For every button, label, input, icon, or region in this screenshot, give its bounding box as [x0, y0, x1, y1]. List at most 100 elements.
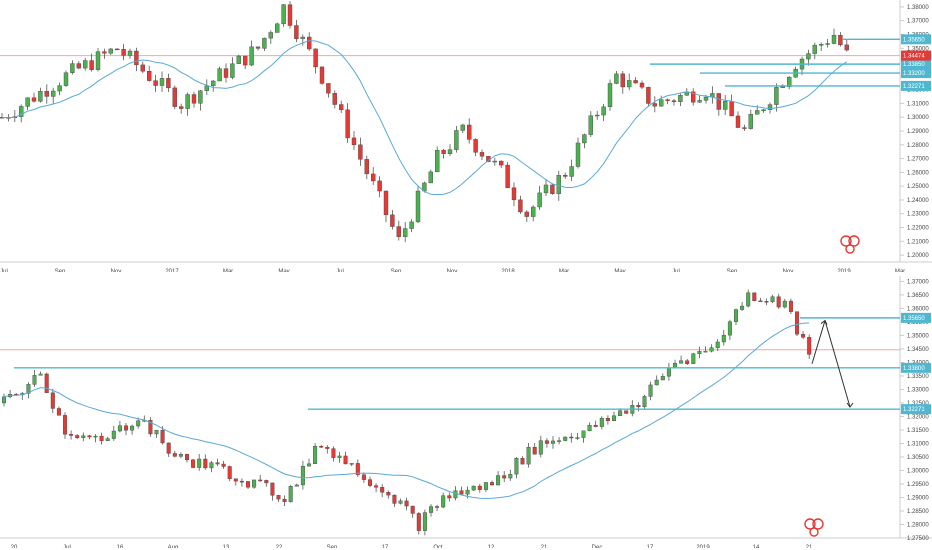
current-price-box [901, 50, 931, 61]
candle [734, 308, 739, 325]
candle-body [258, 479, 263, 482]
x-tick-label: Sep [727, 269, 738, 272]
candle [343, 451, 348, 465]
candle [300, 34, 305, 46]
candle-body [544, 440, 549, 444]
candle-body [93, 435, 98, 438]
candle [332, 90, 337, 109]
candle [300, 460, 305, 490]
candle-body [782, 300, 787, 308]
candle-body [38, 373, 43, 376]
candle [396, 220, 401, 241]
candle-body [502, 475, 507, 479]
candle-body [117, 425, 122, 432]
y-tick-label: 1.27000 [907, 157, 929, 163]
y-tick-label: 1.35000 [907, 46, 929, 52]
candle-body [483, 482, 488, 490]
candle [543, 178, 549, 196]
candle [795, 311, 800, 337]
candle [758, 297, 763, 303]
candle [447, 492, 452, 502]
candle-body [780, 86, 785, 88]
candle [166, 442, 171, 457]
candle [31, 92, 37, 103]
candle-body [99, 435, 104, 441]
candle [679, 355, 684, 364]
candle-body [300, 465, 305, 486]
candle [502, 471, 507, 483]
candle-body [307, 36, 312, 50]
candle [236, 54, 242, 65]
candle [178, 452, 183, 459]
level-label: 1.33850 [903, 62, 925, 68]
level-label-box [901, 312, 931, 323]
candle [221, 460, 226, 469]
candle-body [44, 91, 49, 97]
candle-body [801, 334, 806, 338]
x-tick-label: Nov [111, 269, 122, 272]
candle-body [307, 463, 312, 467]
candle-body [465, 489, 470, 495]
candle [337, 451, 342, 463]
x-tick-label: 2018 [501, 269, 515, 272]
candle [377, 176, 382, 198]
x-tick-label: Mar [895, 269, 905, 272]
candle [223, 63, 229, 83]
candle [508, 469, 513, 481]
candle [233, 478, 238, 486]
candle [460, 123, 465, 134]
x-tick-label: Dec [592, 545, 603, 548]
x-tick-label: Nov [783, 269, 794, 272]
candle-body [288, 486, 293, 502]
candle [479, 149, 485, 161]
candle-body [172, 453, 177, 457]
candle [569, 159, 574, 182]
candle [557, 437, 562, 445]
candle-body [499, 160, 504, 166]
candle-body [691, 91, 696, 103]
candle [770, 294, 775, 304]
candle [313, 48, 318, 74]
candle [716, 93, 721, 116]
candle [409, 219, 414, 233]
candle [355, 459, 360, 478]
candle-body [601, 106, 606, 116]
candle-body [678, 95, 683, 102]
candle-body [396, 226, 401, 237]
candle [230, 57, 235, 80]
candle [239, 478, 244, 487]
level-label: 1.32271 [903, 407, 925, 413]
projection-down-arrow [824, 320, 851, 408]
candle [358, 137, 363, 166]
candle [537, 185, 542, 210]
candle [227, 465, 232, 482]
candle [99, 432, 104, 445]
candle [467, 118, 472, 144]
candle-body [716, 93, 721, 110]
candle-body [197, 458, 202, 468]
candle-body [671, 100, 677, 102]
moving-average-line [1, 40, 848, 196]
candle-body [349, 463, 354, 465]
x-tick-label: Mar [223, 269, 233, 272]
candle [351, 131, 357, 150]
level-label: 1.35650 [903, 316, 925, 322]
candle-body [76, 63, 82, 69]
candle-body [276, 495, 281, 500]
level-label: 1.32271 [903, 84, 925, 90]
candle-body [575, 437, 580, 439]
candle [319, 66, 325, 85]
candle [748, 109, 753, 130]
candle [191, 91, 197, 108]
candle-body [746, 292, 751, 307]
candle-body [511, 187, 517, 201]
level-label-box [901, 68, 931, 79]
candle-body [153, 80, 158, 86]
y-tick-label: 1.36500 [907, 293, 929, 299]
x-tick-label: Nov [447, 269, 458, 272]
candle-body [551, 440, 556, 444]
candle [245, 481, 250, 490]
candle-body [740, 305, 745, 310]
candle [471, 485, 476, 491]
candle-body [605, 418, 610, 422]
